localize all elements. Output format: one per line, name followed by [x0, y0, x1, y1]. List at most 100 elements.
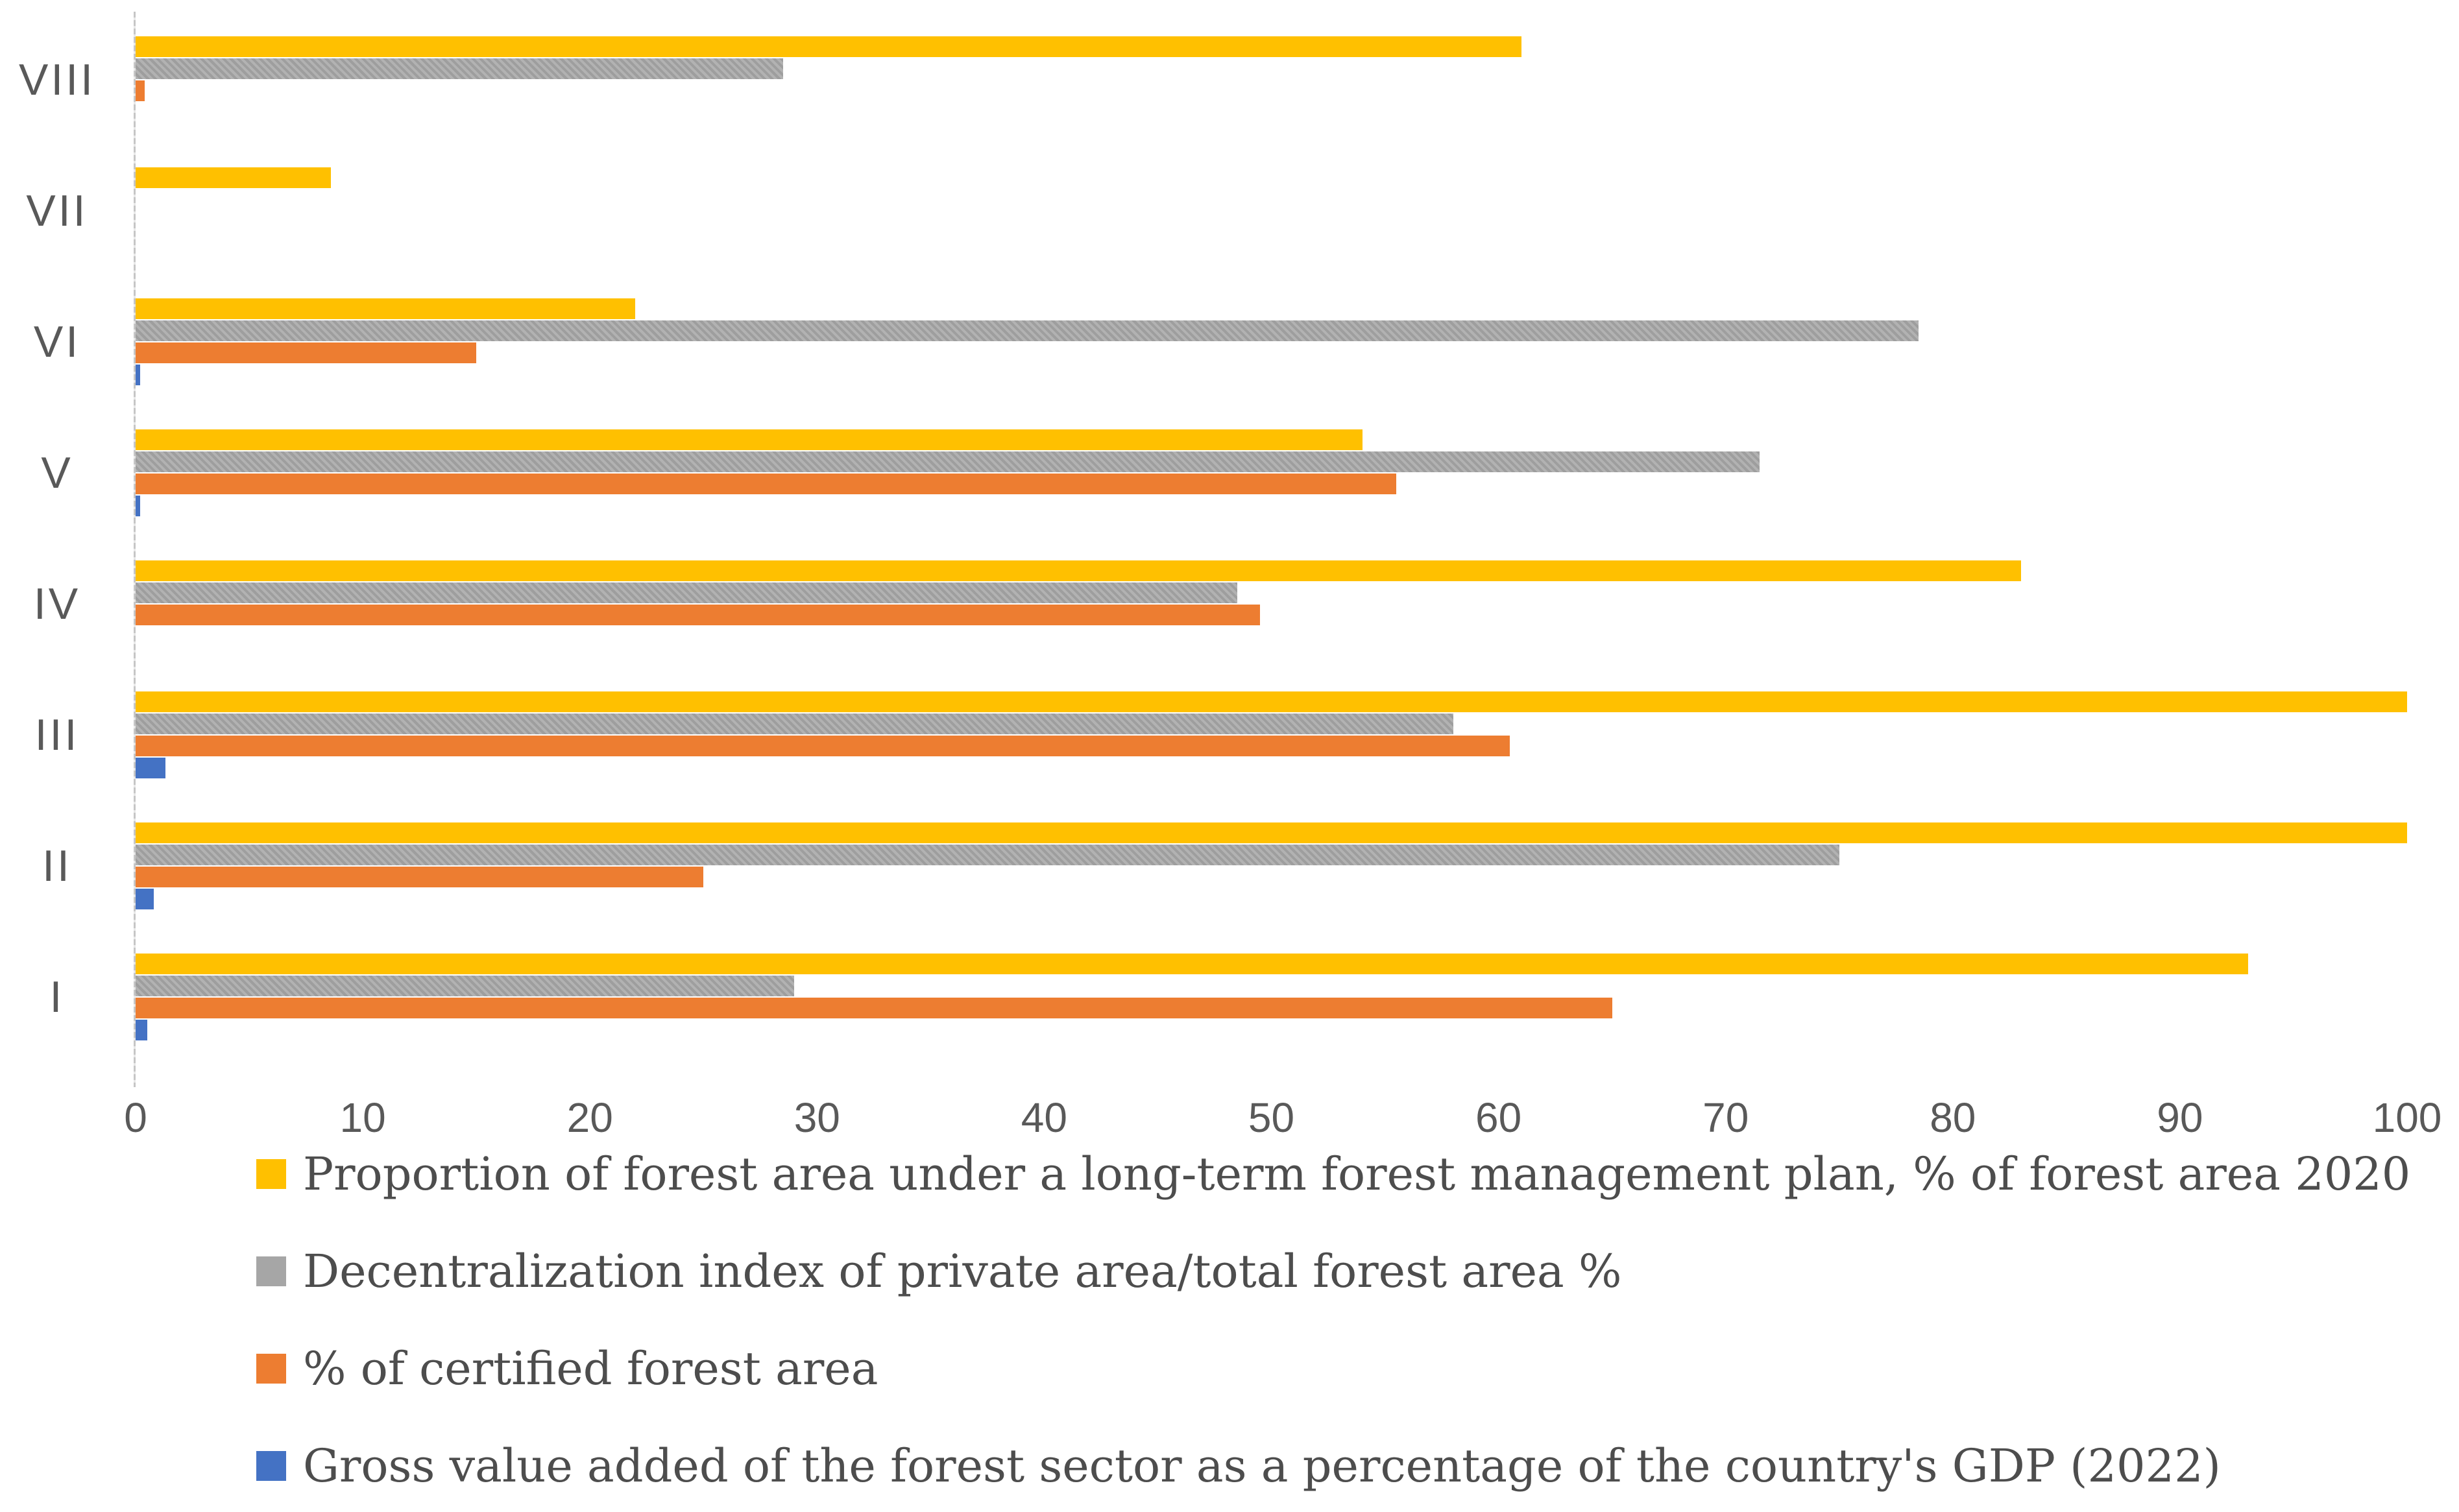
bar-group-II	[136, 822, 2407, 910]
bar-series-4-category-V	[136, 496, 140, 516]
bar-series-1-category-V	[136, 429, 1363, 450]
bar-series-1-category-VI	[136, 298, 636, 319]
bar-row	[136, 844, 2407, 866]
legend-swatch-icon	[256, 1256, 286, 1286]
bar-row	[136, 58, 2407, 80]
bar-row	[136, 429, 2407, 451]
bar-series-1-category-VII	[136, 167, 332, 188]
bar-series-3-category-II	[136, 867, 704, 887]
legend-item-2: Decentralization index of private area/t…	[256, 1240, 1622, 1302]
bar-row	[136, 735, 2407, 757]
bar-series-2-category-III	[136, 714, 1453, 734]
legend-label: Decentralization index of private area/t…	[303, 1245, 1622, 1298]
plot-area	[136, 13, 2407, 1077]
bar-row	[136, 364, 2407, 386]
bar-row	[136, 473, 2407, 495]
category-label-I: I	[49, 972, 65, 1022]
bar-series-4-category-II	[136, 889, 154, 909]
bar-group-V	[136, 429, 2407, 517]
bar-group-III	[136, 691, 2407, 779]
bar-row	[136, 80, 2407, 102]
bar-row	[136, 233, 2407, 255]
x-tick-label-50: 50	[1248, 1094, 1295, 1141]
bar-row	[136, 757, 2407, 779]
x-tick-label-10: 10	[339, 1094, 386, 1141]
bar-series-1-category-VIII	[136, 36, 1521, 57]
bar-group-I	[136, 953, 2407, 1041]
category-label-VI: VI	[33, 317, 81, 366]
y-axis-line	[134, 12, 136, 1087]
bar-series-2-category-VIII	[136, 58, 783, 79]
bar-group-VI	[136, 298, 2407, 386]
bar-row	[136, 866, 2407, 888]
bar-series-4-category-III	[136, 758, 165, 778]
bar-row	[136, 975, 2407, 997]
bar-group-VIII	[136, 36, 2407, 124]
legend-item-1: Proportion of forest area under a long-t…	[256, 1143, 2410, 1205]
bar-row	[136, 626, 2407, 648]
bar-row	[136, 953, 2407, 975]
legend-swatch-icon	[256, 1159, 286, 1189]
x-tick-label-40: 40	[1021, 1094, 1067, 1141]
bar-series-2-category-V	[136, 451, 1760, 472]
x-tick-label-20: 20	[566, 1094, 613, 1141]
bar-row	[136, 713, 2407, 735]
bar-row	[136, 582, 2407, 604]
bar-series-4-category-VI	[136, 365, 140, 385]
bar-group-VII	[136, 167, 2407, 255]
x-tick-label-0: 0	[124, 1094, 147, 1141]
legend-swatch-icon	[256, 1451, 286, 1481]
bar-series-1-category-I	[136, 954, 2248, 974]
bar-row	[136, 451, 2407, 473]
x-tick-label-100: 100	[2372, 1094, 2442, 1141]
bar-row	[136, 36, 2407, 58]
bar-series-2-category-I	[136, 976, 795, 996]
bar-series-3-category-VI	[136, 342, 477, 363]
bar-row	[136, 342, 2407, 364]
x-tick-label-90: 90	[2157, 1094, 2203, 1141]
bar-row	[136, 102, 2407, 124]
x-tick-label-60: 60	[1475, 1094, 1522, 1141]
bar-series-4-category-I	[136, 1020, 147, 1040]
category-label-V: V	[41, 448, 73, 498]
category-axis: VIII VII VI V IV III II I	[0, 13, 123, 1077]
legend-label: Proportion of forest area under a long-t…	[303, 1147, 2411, 1201]
bar-series-3-category-VIII	[136, 80, 145, 101]
legend-label: Gross value added of the forest sector a…	[303, 1439, 2221, 1493]
bar-row	[136, 888, 2407, 910]
bar-group-IV	[136, 560, 2407, 648]
bar-series-3-category-III	[136, 736, 1510, 756]
bar-row	[136, 1019, 2407, 1041]
bar-row	[136, 167, 2407, 189]
legend-item-3: % of certified forest area	[256, 1338, 878, 1400]
bar-series-2-category-II	[136, 845, 1839, 865]
bar-row	[136, 298, 2407, 320]
x-tick-label-70: 70	[1702, 1094, 1749, 1141]
bar-row	[136, 604, 2407, 626]
category-label-VIII: VIII	[18, 55, 96, 104]
bar-series-1-category-II	[136, 822, 2407, 843]
bar-series-3-category-I	[136, 998, 1612, 1018]
category-label-III: III	[34, 710, 80, 760]
bar-row	[136, 189, 2407, 211]
bar-series-2-category-VI	[136, 320, 1919, 341]
bar-series-2-category-IV	[136, 582, 1237, 603]
category-label-VII: VII	[26, 186, 88, 235]
x-tick-label-30: 30	[793, 1094, 840, 1141]
bar-row	[136, 997, 2407, 1019]
bar-row	[136, 211, 2407, 233]
x-tick-label-80: 80	[1930, 1094, 1976, 1141]
bar-row	[136, 320, 2407, 342]
legend-label: % of certified forest area	[303, 1342, 878, 1395]
bar-series-3-category-IV	[136, 605, 1260, 625]
legend-item-4: Gross value added of the forest sector a…	[256, 1435, 2221, 1497]
bar-series-1-category-III	[136, 691, 2407, 712]
category-label-IV: IV	[33, 579, 81, 629]
category-label-II: II	[42, 841, 72, 891]
bar-row	[136, 495, 2407, 517]
x-axis: 0 10 20 30 40 50 60 70 80 90 100	[0, 1094, 2459, 1152]
bar-series-1-category-IV	[136, 560, 2021, 581]
bar-row	[136, 691, 2407, 713]
bar-row	[136, 560, 2407, 582]
